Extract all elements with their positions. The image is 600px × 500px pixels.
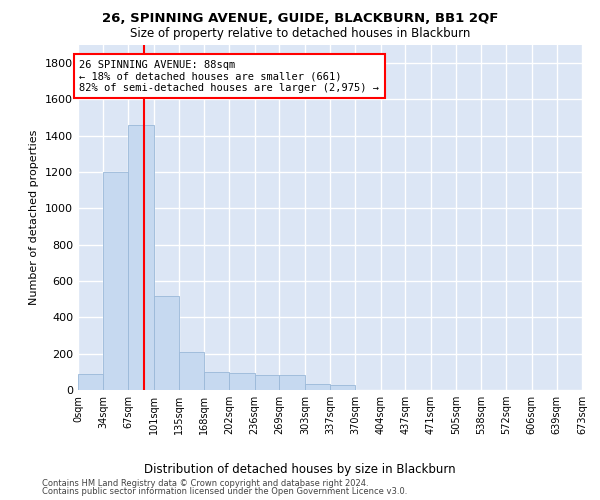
Text: 26, SPINNING AVENUE, GUIDE, BLACKBURN, BB1 2QF: 26, SPINNING AVENUE, GUIDE, BLACKBURN, B… bbox=[102, 12, 498, 26]
Text: Size of property relative to detached houses in Blackburn: Size of property relative to detached ho… bbox=[130, 28, 470, 40]
Bar bbox=[78, 374, 103, 390]
Bar bbox=[305, 384, 331, 390]
Bar bbox=[255, 376, 280, 390]
Y-axis label: Number of detached properties: Number of detached properties bbox=[29, 130, 40, 305]
Text: Contains public sector information licensed under the Open Government Licence v3: Contains public sector information licen… bbox=[42, 488, 407, 496]
Text: 26 SPINNING AVENUE: 88sqm
← 18% of detached houses are smaller (661)
82% of semi: 26 SPINNING AVENUE: 88sqm ← 18% of detac… bbox=[79, 60, 379, 92]
Bar bbox=[103, 172, 128, 390]
Bar bbox=[128, 125, 154, 390]
Bar bbox=[204, 372, 229, 390]
Text: Distribution of detached houses by size in Blackburn: Distribution of detached houses by size … bbox=[144, 462, 456, 475]
Bar bbox=[331, 384, 355, 390]
Bar bbox=[280, 376, 305, 390]
Bar bbox=[179, 352, 204, 390]
Bar bbox=[154, 296, 179, 390]
Bar bbox=[229, 373, 255, 390]
Text: Contains HM Land Registry data © Crown copyright and database right 2024.: Contains HM Land Registry data © Crown c… bbox=[42, 479, 368, 488]
